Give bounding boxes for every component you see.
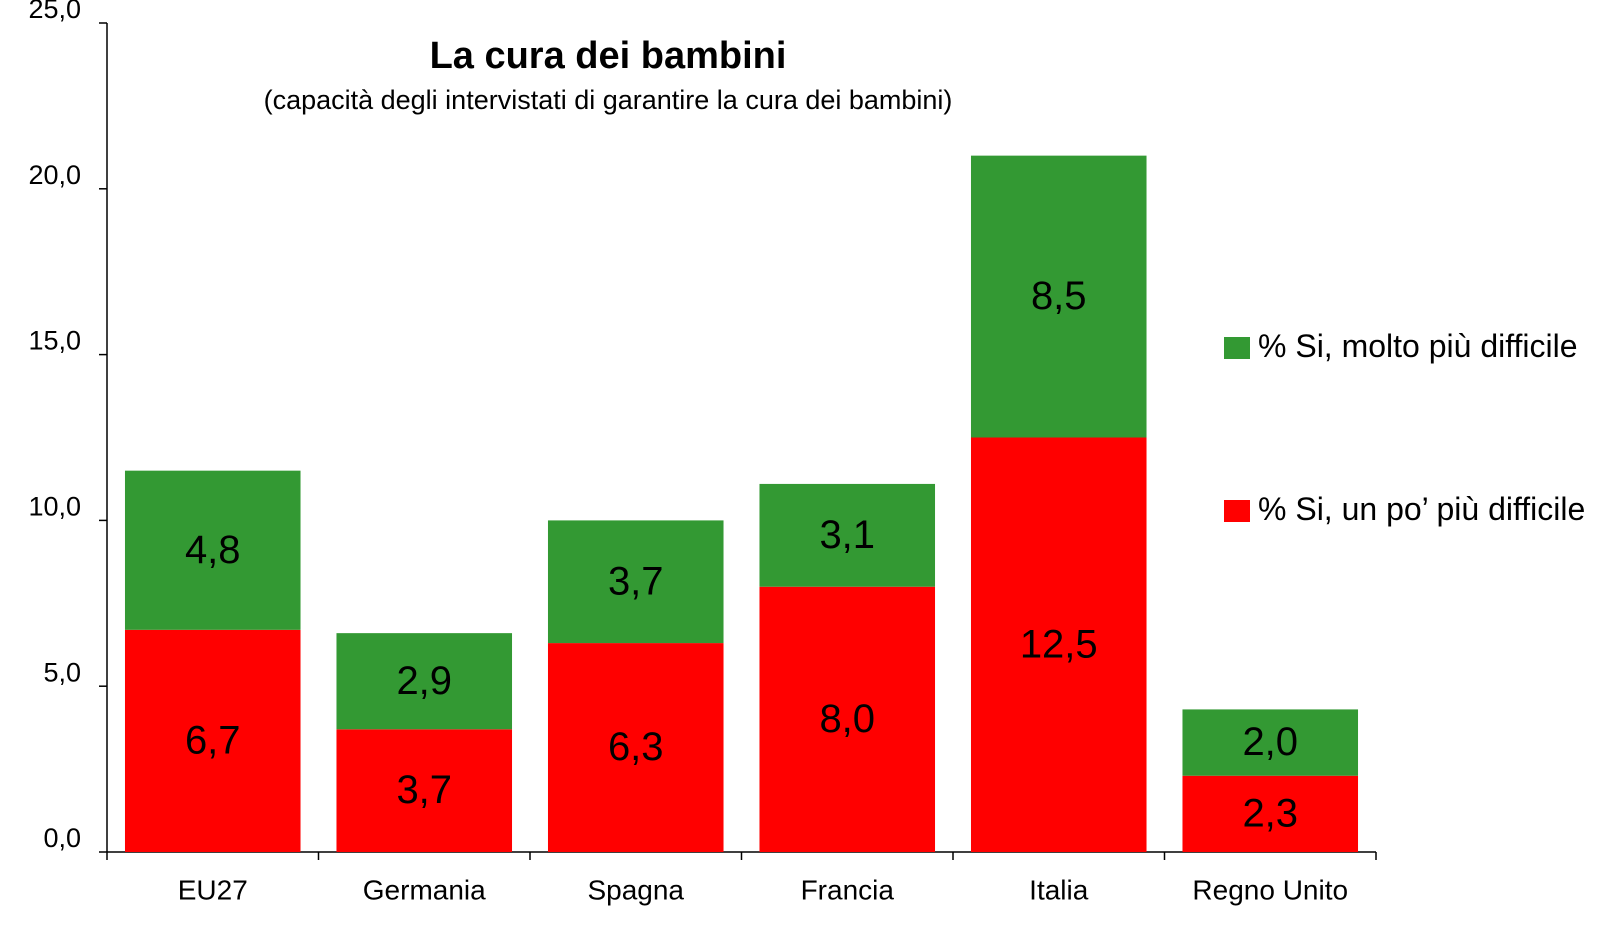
value-label: 8,0 [819, 697, 875, 741]
value-label: 3,7 [396, 768, 452, 812]
value-label: 2,3 [1242, 791, 1298, 835]
y-tick-label: 15,0 [28, 326, 81, 356]
x-tick-label: Germania [363, 874, 486, 905]
legend-swatch [1224, 500, 1250, 522]
x-tick-label: Francia [801, 874, 895, 905]
x-tick-label: Italia [1029, 874, 1089, 905]
y-tick-label: 5,0 [43, 657, 81, 687]
y-tick-label: 20,0 [28, 160, 81, 190]
value-label: 8,5 [1031, 274, 1087, 318]
legend-swatch [1224, 337, 1250, 359]
value-label: 6,3 [608, 725, 664, 769]
value-label: 4,8 [185, 528, 241, 572]
y-tick-label: 25,0 [28, 0, 81, 24]
value-label: 6,7 [185, 718, 241, 762]
y-tick-label: 10,0 [28, 492, 81, 522]
chart-title: La cura dei bambini [430, 35, 787, 77]
value-label: 2,9 [396, 659, 452, 703]
value-label: 12,5 [1020, 622, 1098, 666]
x-tick-label: Regno Unito [1192, 874, 1348, 905]
chart-subtitle: (capacità degli intervistati di garantir… [264, 85, 953, 115]
x-tick-label: Spagna [587, 874, 684, 905]
chart: La cura dei bambini (capacità degli inte… [0, 0, 1615, 934]
page: La cura dei bambini (capacità degli inte… [0, 0, 1615, 934]
legend-label: % Si, molto più difficile [1258, 325, 1598, 367]
value-label: 3,1 [819, 513, 875, 557]
legend-label: % Si, un po’ più difficile [1258, 488, 1598, 530]
x-tick-label: EU27 [178, 874, 248, 905]
value-label: 2,0 [1242, 720, 1298, 764]
y-tick-label: 0,0 [43, 823, 81, 853]
value-label: 3,7 [608, 559, 664, 603]
